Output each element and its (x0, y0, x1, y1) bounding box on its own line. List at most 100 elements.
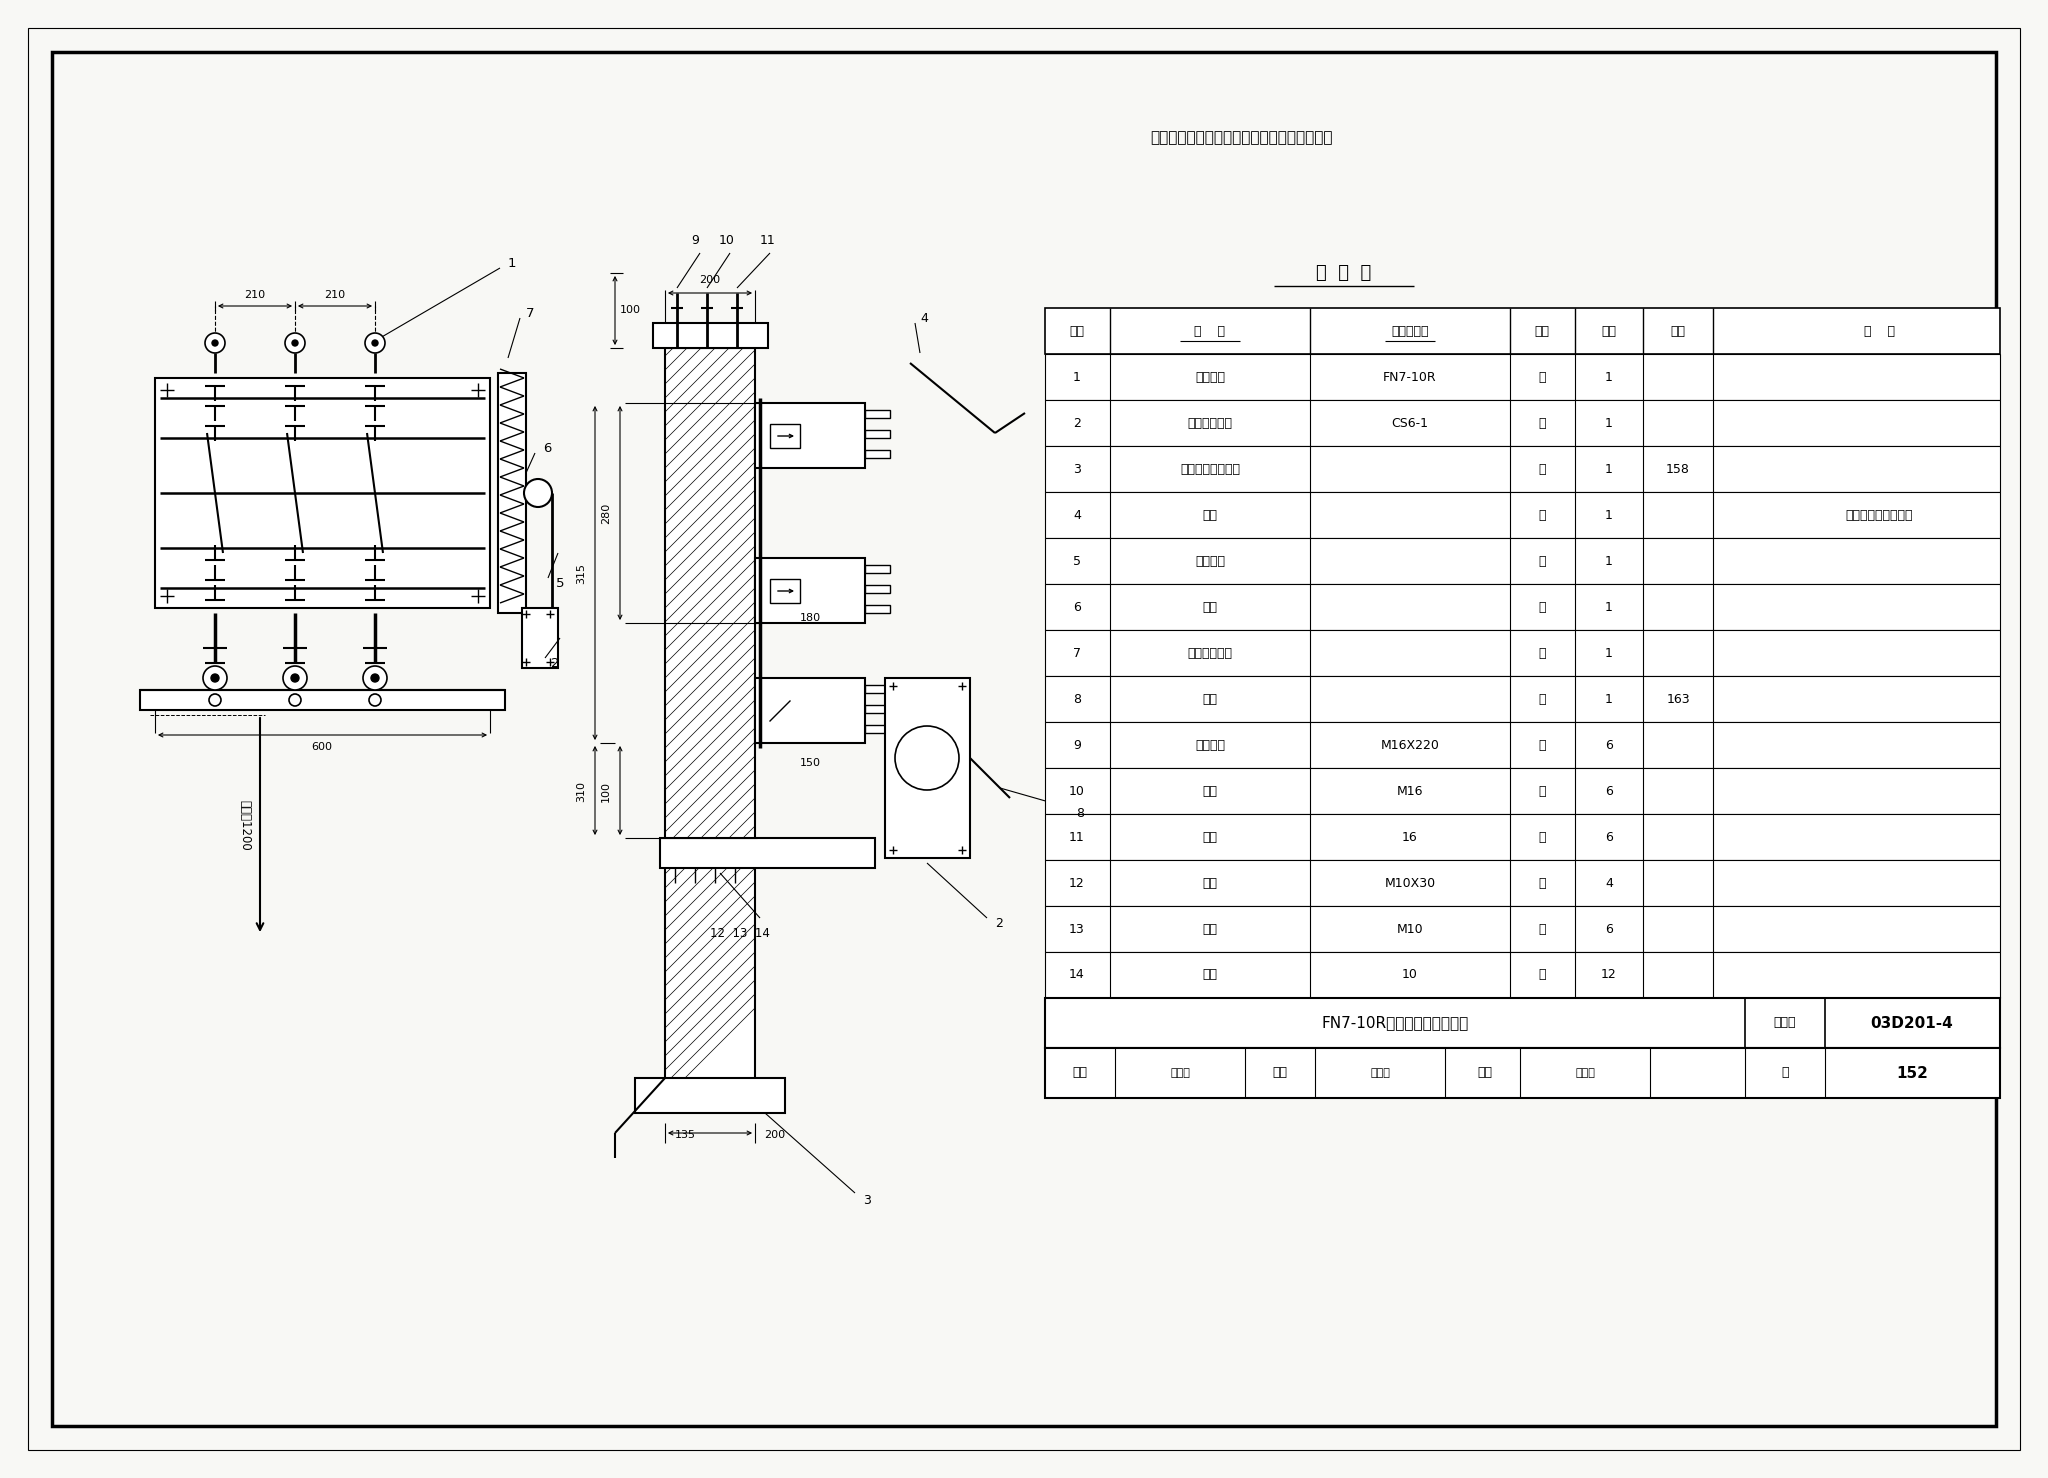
Text: 操动机构安装支架: 操动机构安装支架 (1180, 463, 1239, 476)
Circle shape (369, 695, 381, 706)
Text: 150: 150 (799, 758, 821, 769)
Bar (1044, 307, 2001, 355)
Bar (756, 559, 864, 624)
Text: 180: 180 (799, 613, 821, 624)
Text: 7: 7 (1073, 646, 1081, 659)
Text: 页: 页 (1782, 1067, 1788, 1079)
Bar (1044, 721, 2001, 769)
Text: 页次: 页次 (1671, 325, 1686, 337)
Circle shape (211, 674, 219, 681)
Bar (864, 449, 891, 458)
Text: 序号: 序号 (1069, 325, 1085, 337)
Bar (864, 605, 891, 613)
Text: 6: 6 (543, 442, 551, 455)
Text: 设计: 设计 (1477, 1067, 1493, 1079)
Text: 315: 315 (575, 563, 586, 584)
Text: 12: 12 (1069, 876, 1085, 890)
Text: 4: 4 (1606, 876, 1614, 890)
Bar (864, 705, 891, 712)
Bar (1044, 998, 2001, 1048)
Circle shape (291, 674, 299, 681)
Text: 1: 1 (1073, 371, 1081, 383)
Bar (1044, 1048, 2001, 1098)
Text: 1: 1 (1606, 463, 1614, 476)
Text: 135: 135 (674, 1131, 696, 1140)
Text: 名    称: 名 称 (1194, 325, 1225, 337)
Circle shape (373, 340, 379, 346)
Text: 1: 1 (1606, 371, 1614, 383)
Text: 10: 10 (1069, 785, 1085, 798)
Bar (885, 678, 971, 859)
Text: 210: 210 (244, 290, 266, 300)
Text: 5: 5 (555, 576, 565, 590)
Text: 2: 2 (1073, 417, 1081, 430)
Text: 600: 600 (311, 742, 332, 752)
Text: 1: 1 (1606, 554, 1614, 568)
Text: 转轴: 转轴 (1202, 600, 1217, 613)
Bar (1044, 355, 2001, 401)
Circle shape (213, 340, 217, 346)
Text: 开尾螺栓: 开尾螺栓 (1194, 739, 1225, 751)
Circle shape (205, 333, 225, 353)
Bar (666, 347, 756, 1098)
Text: 赵楠晶: 赵楠晶 (1169, 1069, 1190, 1077)
Text: 14: 14 (1069, 968, 1085, 981)
Text: 4: 4 (920, 312, 928, 325)
Text: 校对: 校对 (1272, 1067, 1288, 1079)
Circle shape (365, 333, 385, 353)
Text: 焊接钢管: 焊接钢管 (1194, 554, 1225, 568)
Bar (864, 726, 891, 733)
Bar (1044, 401, 2001, 446)
Text: 审核: 审核 (1073, 1067, 1087, 1079)
Text: 个: 个 (1538, 785, 1546, 798)
Text: 13: 13 (1069, 922, 1085, 936)
Circle shape (283, 667, 307, 690)
Text: 1: 1 (1606, 508, 1614, 522)
Text: 个: 个 (1538, 922, 1546, 936)
Bar (864, 565, 891, 573)
Text: CS6-1: CS6-1 (1391, 417, 1430, 430)
Text: 2: 2 (551, 656, 559, 670)
Bar (156, 378, 489, 607)
Bar (139, 690, 506, 709)
Bar (659, 838, 874, 868)
Bar (653, 324, 768, 347)
Bar (1044, 630, 2001, 675)
Bar (864, 430, 891, 437)
Text: 210: 210 (324, 290, 346, 300)
Text: 11: 11 (1069, 831, 1085, 844)
Text: 个: 个 (1538, 463, 1546, 476)
Text: 6: 6 (1606, 831, 1614, 844)
Text: 距地面1200: 距地面1200 (238, 800, 252, 850)
Circle shape (895, 726, 958, 791)
Bar (1044, 814, 2001, 860)
Text: 弹簧储能机构: 弹簧储能机构 (1188, 646, 1233, 659)
Text: 6: 6 (1606, 785, 1614, 798)
Text: 8: 8 (1075, 807, 1083, 819)
Bar (522, 607, 557, 668)
Circle shape (362, 667, 387, 690)
Text: 负荷开关: 负荷开关 (1194, 371, 1225, 383)
Text: 个: 个 (1538, 739, 1546, 751)
Circle shape (203, 667, 227, 690)
Bar (1044, 584, 2001, 630)
Bar (918, 736, 938, 780)
Text: 长度由工程设计决定: 长度由工程设计决定 (1845, 508, 1913, 522)
Bar (864, 585, 891, 593)
Text: 12: 12 (1602, 968, 1616, 981)
Text: 6: 6 (1606, 739, 1614, 751)
Text: 垫圈: 垫圈 (1202, 968, 1217, 981)
Text: M16: M16 (1397, 785, 1423, 798)
Bar (864, 409, 891, 418)
Text: 个: 个 (1538, 968, 1546, 981)
Bar (756, 678, 864, 743)
Text: 台: 台 (1538, 417, 1546, 430)
Text: 垫圈: 垫圈 (1202, 831, 1217, 844)
Text: 根: 根 (1538, 600, 1546, 613)
Text: 100: 100 (600, 780, 610, 801)
Bar (498, 372, 526, 613)
Text: 200: 200 (764, 1131, 786, 1140)
Text: 1: 1 (508, 257, 516, 269)
Text: 03D201-4: 03D201-4 (1870, 1015, 1954, 1030)
Text: 2: 2 (995, 916, 1004, 930)
